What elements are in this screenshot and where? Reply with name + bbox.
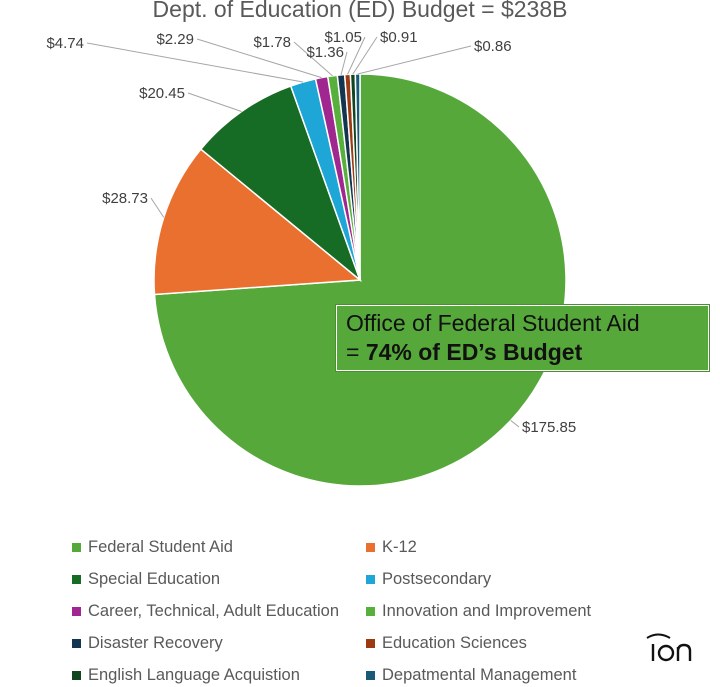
legend-label: Depatmental Management bbox=[382, 665, 577, 684]
data-label-federal-student-aid: $175.85 bbox=[522, 419, 576, 436]
callout-line-1: Office of Federal Student Aid bbox=[346, 310, 640, 336]
legend-label: Disaster Recovery bbox=[88, 633, 223, 652]
legend-item-depatmental-management: Depatmental Management bbox=[366, 663, 576, 687]
chart-title: Dept. of Education (ED) Budget = $238B bbox=[153, 0, 568, 22]
legend-label: K-12 bbox=[382, 537, 417, 556]
legend-swatch bbox=[72, 670, 81, 680]
federal-student-aid-callout: Office of Federal Student Aid = 74% of E… bbox=[335, 304, 710, 372]
legend-label: English Language Acquistion bbox=[88, 665, 300, 684]
pie-slice-special-education bbox=[199, 85, 362, 283]
legend-label: Education Sciences bbox=[382, 633, 527, 652]
leader-line-federal-student-aid bbox=[510, 420, 520, 428]
legend-item-federal-student-aid: Federal Student Aid bbox=[72, 535, 233, 559]
legend-label: Innovation and Improvement bbox=[382, 601, 592, 620]
data-label-disaster-recovery: $1.36 bbox=[306, 44, 344, 61]
leader-line-education-sciences bbox=[347, 36, 366, 75]
data-label-career-technical-adult-education: $2.29 bbox=[156, 31, 194, 48]
data-label-english-language-acquistion: $0.91 bbox=[380, 29, 418, 46]
legend-item-career-technical-adult-education: Career, Technical, Adult Education bbox=[72, 599, 339, 623]
data-label-postsecondary: $4.74 bbox=[46, 35, 84, 52]
legend-label: Federal Student Aid bbox=[88, 537, 233, 556]
legend-swatch bbox=[366, 670, 375, 680]
legend-item-education-sciences: Education Sciences bbox=[366, 631, 527, 655]
legend-item-postsecondary: Postsecondary bbox=[366, 567, 491, 591]
ion-logo-icon bbox=[644, 632, 696, 664]
leader-line-depatmental-management bbox=[357, 45, 472, 75]
data-label-k-12: $28.73 bbox=[102, 190, 148, 207]
data-label-depatmental-management: $0.86 bbox=[474, 38, 512, 55]
legend-swatch bbox=[366, 574, 375, 584]
leader-line-disaster-recovery bbox=[340, 51, 348, 76]
legend-item-special-education: Special Education bbox=[72, 567, 220, 591]
legend-label: Career, Technical, Adult Education bbox=[88, 601, 340, 620]
leader-line-special-education bbox=[187, 92, 242, 112]
legend-swatch bbox=[72, 574, 81, 584]
legend-label: Special Education bbox=[88, 569, 221, 588]
callout-prefix: = bbox=[346, 339, 366, 365]
legend-swatch bbox=[366, 638, 375, 648]
leader-line-innovation-and-improvement bbox=[293, 41, 333, 77]
legend-item-k-12: K-12 bbox=[366, 535, 417, 559]
data-label-innovation-and-improvement: $1.78 bbox=[253, 34, 291, 51]
data-label-special-education: $20.45 bbox=[139, 85, 185, 102]
legend-item-english-language-acquistion: English Language Acquistion bbox=[72, 663, 300, 687]
legend-swatch bbox=[72, 638, 81, 648]
legend-swatch bbox=[366, 606, 375, 616]
leader-line-k-12 bbox=[150, 197, 165, 218]
leader-line-career-technical-adult-education bbox=[196, 38, 322, 79]
legend-swatch bbox=[72, 542, 81, 552]
data-label-education-sciences: $1.05 bbox=[324, 29, 362, 46]
legend-item-innovation-and-improvement: Innovation and Improvement bbox=[366, 599, 591, 623]
legend-swatch bbox=[72, 606, 81, 616]
legend-label: Postsecondary bbox=[382, 569, 492, 588]
legend-swatch bbox=[366, 542, 375, 552]
callout-percentage: 74% of ED’s Budget bbox=[365, 339, 583, 365]
callout-line-2: = 74% of ED’s Budget bbox=[346, 338, 708, 367]
leader-line-postsecondary bbox=[86, 42, 304, 83]
leader-line-english-language-acquistion bbox=[352, 36, 378, 75]
legend-item-disaster-recovery: Disaster Recovery bbox=[72, 631, 223, 655]
